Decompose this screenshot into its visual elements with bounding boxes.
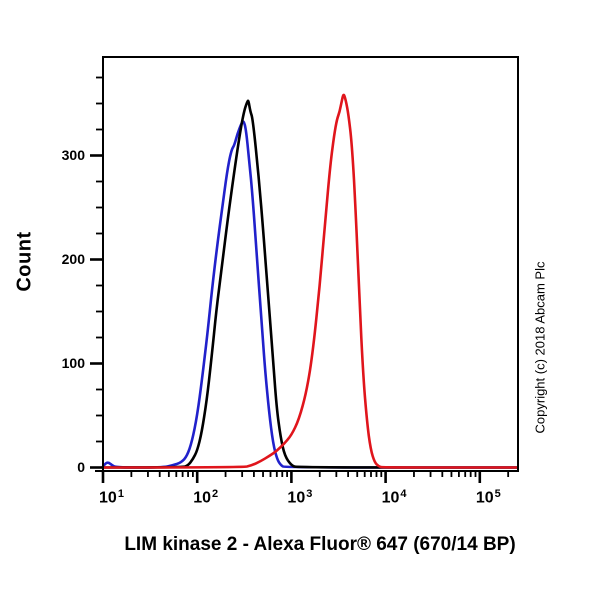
x-tick-label-10e3: 103 xyxy=(264,487,334,507)
x-tick-exponent: 3 xyxy=(306,488,313,500)
y-tick-label-0: 0 xyxy=(77,458,85,475)
x-tick-exponent: 4 xyxy=(400,488,407,500)
x-tick-label-10e4: 104 xyxy=(359,487,429,507)
x-tick-base: 10 xyxy=(287,489,306,507)
x-tick-label-10e5: 105 xyxy=(453,487,523,507)
blue-control-curve xyxy=(101,120,519,469)
red-stained-curve xyxy=(101,93,519,469)
black-control-curve xyxy=(101,99,519,469)
x-tick-label-10e1: 101 xyxy=(76,487,146,507)
y-tick-label-300: 300 xyxy=(61,146,85,163)
x-tick-exponent: 1 xyxy=(117,488,124,500)
x-tick-label-10e2: 102 xyxy=(170,487,240,507)
x-tick-exponent: 5 xyxy=(494,488,501,500)
chart-title: LIM kinase 2 - Alexa Fluor® 647 (670/14 … xyxy=(124,534,516,555)
y-tick-label-200: 200 xyxy=(61,250,85,267)
plot-border xyxy=(102,56,519,472)
x-tick-base: 10 xyxy=(475,489,494,507)
x-tick-base: 10 xyxy=(193,489,212,507)
copyright-notice: Copyright (c) 2018 Abcam Plc xyxy=(532,261,548,434)
x-tick-base: 10 xyxy=(381,489,400,507)
x-tick-base: 10 xyxy=(99,489,117,507)
x-tick-exponent: 2 xyxy=(212,488,219,500)
y-tick-label-100: 100 xyxy=(61,354,85,371)
